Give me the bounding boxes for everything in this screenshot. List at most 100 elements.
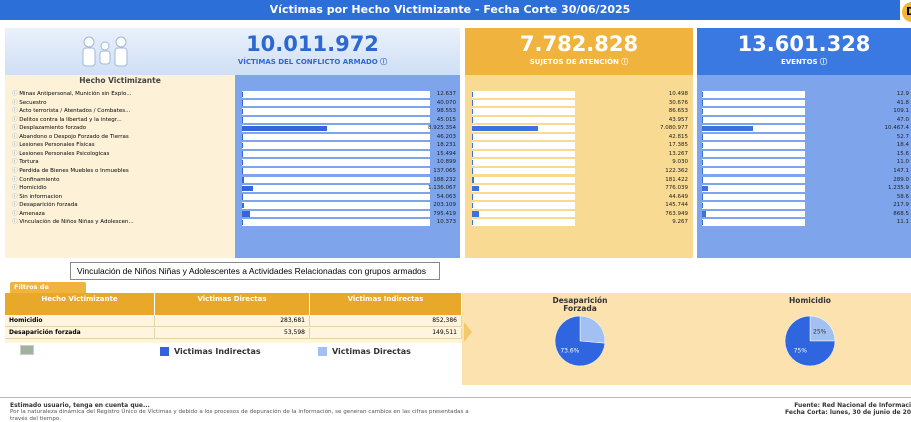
kpi-value: 7.782.828 bbox=[519, 32, 639, 56]
bar-track bbox=[702, 202, 805, 209]
bar-track bbox=[472, 133, 575, 141]
info-icon: ⓘ bbox=[12, 142, 20, 149]
kpi-label: SUJETOS DE ATENCIÓN ⓘ bbox=[529, 58, 629, 66]
value-label: 15.494 bbox=[436, 150, 456, 157]
bar bbox=[472, 185, 480, 192]
bar-track bbox=[702, 185, 805, 192]
value-label: 776.039 bbox=[665, 185, 688, 192]
footer-date: Fecha Corta: lunes, 30 de junio de 20 bbox=[785, 409, 911, 416]
kpi-label: EVENTOS ⓘ bbox=[780, 58, 828, 66]
bar bbox=[702, 117, 703, 123]
footer-source: Fuente: Red Nacional de Informaci bbox=[794, 402, 911, 409]
legend-swatch bbox=[160, 347, 169, 356]
value-label: 17.385 bbox=[668, 142, 688, 149]
value-label: 795.419 bbox=[433, 210, 456, 217]
bar-track bbox=[472, 108, 575, 115]
title-bar: Víctimas por Hecho Victimizante - Fecha … bbox=[0, 0, 900, 20]
bar-track bbox=[702, 176, 805, 183]
value-label: 137.065 bbox=[433, 167, 456, 174]
value-label: 217.9 bbox=[893, 202, 909, 209]
row-label: ⓘ Secuestro bbox=[12, 99, 47, 106]
filter-header: Victimas Indirectas bbox=[310, 293, 462, 315]
value-label: 12.9 bbox=[896, 91, 909, 97]
bar bbox=[242, 185, 253, 192]
bar-track bbox=[472, 219, 575, 226]
pie-slice bbox=[809, 315, 836, 342]
bar-track bbox=[472, 167, 575, 175]
row-label: ⓘ Amenaza bbox=[12, 210, 45, 217]
value-label: 10.899 bbox=[436, 159, 456, 166]
bar-track bbox=[702, 219, 805, 226]
filter-cell: 283,681 bbox=[155, 316, 310, 327]
info-icon: ⓘ bbox=[12, 193, 20, 200]
bar-track bbox=[702, 133, 805, 141]
bar bbox=[242, 142, 243, 149]
filter-cell: 852,386 bbox=[310, 316, 462, 327]
user-badge[interactable]: D bbox=[902, 2, 911, 22]
bar bbox=[702, 211, 707, 217]
kpi-value: 13.601.328 bbox=[737, 32, 871, 56]
info-icon: ⓘ bbox=[12, 133, 20, 140]
kpi-card: 10.011.972 VÍCTIMAS DEL CONFLICTO ARMADO… bbox=[5, 28, 460, 75]
bar bbox=[242, 202, 244, 209]
bar bbox=[472, 151, 473, 157]
bar-track bbox=[472, 142, 575, 149]
pie-slice bbox=[579, 315, 606, 344]
info-icon: ⓘ bbox=[12, 99, 20, 106]
bar bbox=[472, 159, 473, 166]
legend-swatch bbox=[318, 347, 327, 356]
bar-track bbox=[242, 108, 430, 115]
bar-track bbox=[242, 185, 430, 192]
row-label: ⓘ Confinamiento bbox=[12, 176, 60, 183]
value-label: 145.744 bbox=[665, 202, 688, 209]
bar bbox=[702, 168, 703, 174]
pie-slice bbox=[554, 315, 606, 367]
bar-track bbox=[702, 210, 805, 218]
row-label: ⓘ Delitos contra la libertad y la integr… bbox=[12, 116, 122, 123]
pie-title: Homicidio bbox=[789, 296, 831, 305]
bar bbox=[242, 177, 244, 183]
bar-track bbox=[702, 108, 805, 115]
bar bbox=[242, 211, 250, 217]
row-label: ⓘ Sin informacion bbox=[12, 193, 63, 200]
bar bbox=[472, 117, 473, 123]
bar-track bbox=[702, 91, 805, 98]
value-label: 54.063 bbox=[436, 193, 456, 200]
value-label: 42.815 bbox=[668, 133, 688, 140]
family-icon bbox=[82, 36, 128, 67]
info-icon: ⓘ bbox=[12, 108, 20, 115]
value-label: 763.949 bbox=[665, 210, 688, 217]
bar-track bbox=[702, 167, 805, 175]
info-icon: ⓘ bbox=[12, 150, 20, 157]
filter-tab[interactable]: Filtros de Búsqueda bbox=[10, 282, 86, 302]
info-icon: ⓘ bbox=[12, 91, 20, 97]
bar-track bbox=[242, 142, 430, 149]
value-label: 52.7 bbox=[896, 133, 909, 140]
bar bbox=[702, 177, 704, 183]
bar-track bbox=[702, 116, 805, 124]
info-icon: ⓘ bbox=[12, 210, 20, 217]
bar-track bbox=[472, 202, 575, 209]
row-label: ⓘ Desaparición forzada bbox=[12, 202, 78, 209]
bar-track bbox=[702, 99, 805, 107]
pie-label: 73.6% bbox=[560, 347, 579, 354]
bar bbox=[702, 151, 703, 157]
bar bbox=[702, 100, 703, 106]
bar-track bbox=[472, 176, 575, 183]
bar bbox=[702, 185, 709, 192]
value-label: 8.925.354 bbox=[428, 125, 456, 132]
filter-cell: Homicidio bbox=[5, 316, 155, 327]
filter-cell: 149,511 bbox=[310, 328, 462, 339]
filter-table: Hecho Victimizante Victimas Directas Victi… bbox=[5, 293, 462, 343]
bar-track bbox=[702, 193, 805, 201]
bar bbox=[242, 159, 243, 166]
footer-text: Por la naturaleza dinámica del Registro … bbox=[10, 409, 469, 422]
tooltip: Vinculación de Niños Niñas y Adolescente… bbox=[70, 262, 440, 280]
bar bbox=[242, 194, 243, 200]
bar bbox=[702, 125, 753, 132]
row-label: ⓘ Homicidio bbox=[12, 185, 47, 192]
value-label: 10.373 bbox=[436, 219, 456, 226]
value-label: 181.422 bbox=[665, 176, 688, 183]
value-label: 147.1 bbox=[893, 167, 909, 174]
value-label: 58.6 bbox=[896, 193, 909, 200]
